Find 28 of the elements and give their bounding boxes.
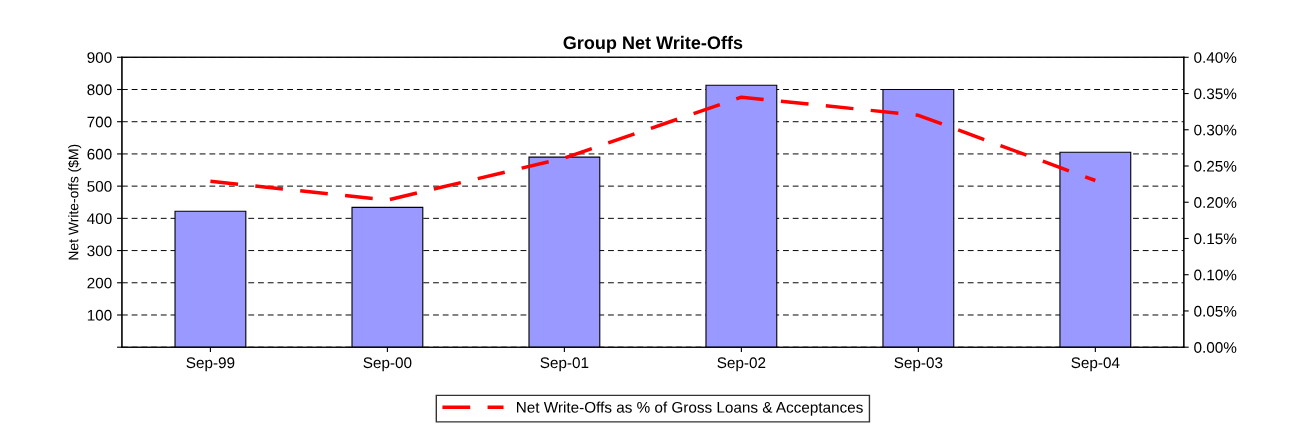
y2-tick-label: 0.10% <box>1194 269 1237 281</box>
legend-label: Net Write-Offs as % of Gross Loans & Acceptances <box>517 401 863 416</box>
x-tick-label: Sep-04 <box>1071 357 1120 372</box>
x-tick-label: Sep-00 <box>363 357 412 372</box>
y-tick-label: 600 <box>87 148 112 160</box>
y2-tick-label: 0.15% <box>1194 233 1237 245</box>
x-tick-label: Sep-03 <box>894 357 943 372</box>
y2-tick-label: 0.35% <box>1194 88 1237 100</box>
y-tick-label: 700 <box>87 116 112 128</box>
line-series <box>208 95 1098 202</box>
y-tick-label: 800 <box>87 84 112 96</box>
y-tick-label: 400 <box>87 213 112 225</box>
y-tick-label: 300 <box>87 245 112 257</box>
y2-tick-label: 0.25% <box>1194 160 1237 172</box>
y-tick-label: 200 <box>87 277 112 289</box>
y2-tick-label: 0.40% <box>1194 52 1237 63</box>
chart-title: Group Net Write-Offs <box>563 35 743 53</box>
x-tick-label: Sep-99 <box>186 357 235 372</box>
y-tick-label: 900 <box>87 52 112 63</box>
y2-tick-label: 0.00% <box>1194 342 1237 353</box>
x-tick-label: Sep-02 <box>717 357 766 372</box>
y-tick-label: 100 <box>87 309 112 321</box>
y-tick-label: 500 <box>87 181 112 192</box>
y2-tick-label: 0.05% <box>1194 305 1237 317</box>
y-axis-title: Net Write-offs ($M) <box>67 144 82 260</box>
x-tick-label: Sep-01 <box>540 357 589 372</box>
y2-tick-label: 0.30% <box>1194 124 1237 136</box>
y2-tick-label: 0.20% <box>1194 197 1237 208</box>
